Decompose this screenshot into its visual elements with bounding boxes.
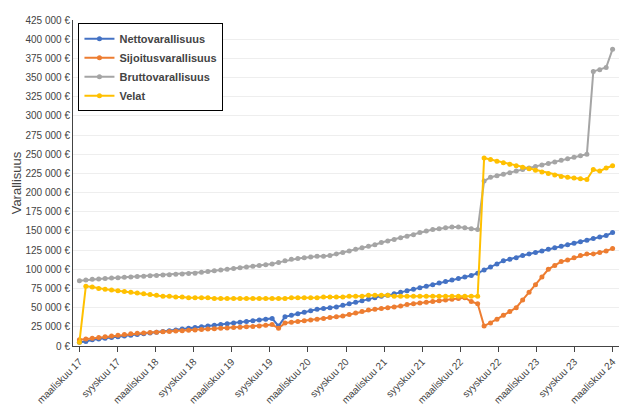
svg-text:300 000 €: 300 000 € — [26, 110, 71, 121]
svg-text:75 000 €: 75 000 € — [31, 283, 70, 294]
svg-text:100 000 €: 100 000 € — [26, 264, 71, 275]
svg-text:Velat: Velat — [119, 90, 145, 102]
svg-text:Nettovarallisuus: Nettovarallisuus — [119, 33, 205, 45]
svg-text:200 000 €: 200 000 € — [26, 187, 71, 198]
svg-text:syyskuu 20: syyskuu 20 — [308, 356, 351, 399]
svg-text:Bruttovarallisuus: Bruttovarallisuus — [119, 71, 209, 83]
svg-text:375 000 €: 375 000 € — [26, 53, 71, 64]
svg-text:225 000 €: 225 000 € — [26, 168, 71, 179]
svg-text:275 000 €: 275 000 € — [26, 130, 71, 141]
svg-text:syyskuu 17: syyskuu 17 — [79, 356, 122, 399]
svg-text:25 000 €: 25 000 € — [31, 321, 70, 332]
svg-text:350 000 €: 350 000 € — [26, 72, 71, 83]
svg-text:syyskuu 22: syyskuu 22 — [460, 356, 503, 399]
svg-text:425 000 €: 425 000 € — [26, 15, 71, 26]
svg-text:Varallisuus: Varallisuus — [9, 151, 24, 214]
svg-text:150 000 €: 150 000 € — [26, 225, 71, 236]
svg-text:Sijoitusvarallisuus: Sijoitusvarallisuus — [119, 52, 216, 64]
svg-text:maaliskuu 17: maaliskuu 17 — [35, 356, 85, 406]
svg-text:400 000 €: 400 000 € — [26, 34, 71, 45]
svg-text:250 000 €: 250 000 € — [26, 149, 71, 160]
svg-text:maaliskuu 18: maaliskuu 18 — [111, 356, 161, 406]
svg-text:maaliskuu 22: maaliskuu 22 — [416, 356, 466, 406]
svg-text:125 000 €: 125 000 € — [26, 245, 71, 256]
svg-text:0 €: 0 € — [56, 341, 70, 352]
svg-text:maaliskuu 23: maaliskuu 23 — [492, 356, 542, 406]
svg-text:175 000 €: 175 000 € — [26, 206, 71, 217]
svg-text:maaliskuu 20: maaliskuu 20 — [263, 356, 313, 406]
svg-text:maaliskuu 24: maaliskuu 24 — [568, 356, 618, 406]
svg-text:syyskuu 18: syyskuu 18 — [155, 356, 198, 399]
svg-text:maaliskuu 21: maaliskuu 21 — [340, 356, 390, 406]
svg-text:maaliskuu 19: maaliskuu 19 — [187, 356, 237, 406]
svg-text:325 000 €: 325 000 € — [26, 91, 71, 102]
svg-text:50 000 €: 50 000 € — [31, 302, 70, 313]
svg-text:syyskuu 21: syyskuu 21 — [384, 356, 427, 399]
svg-text:syyskuu 19: syyskuu 19 — [232, 356, 275, 399]
svg-text:syyskuu 23: syyskuu 23 — [536, 356, 579, 399]
